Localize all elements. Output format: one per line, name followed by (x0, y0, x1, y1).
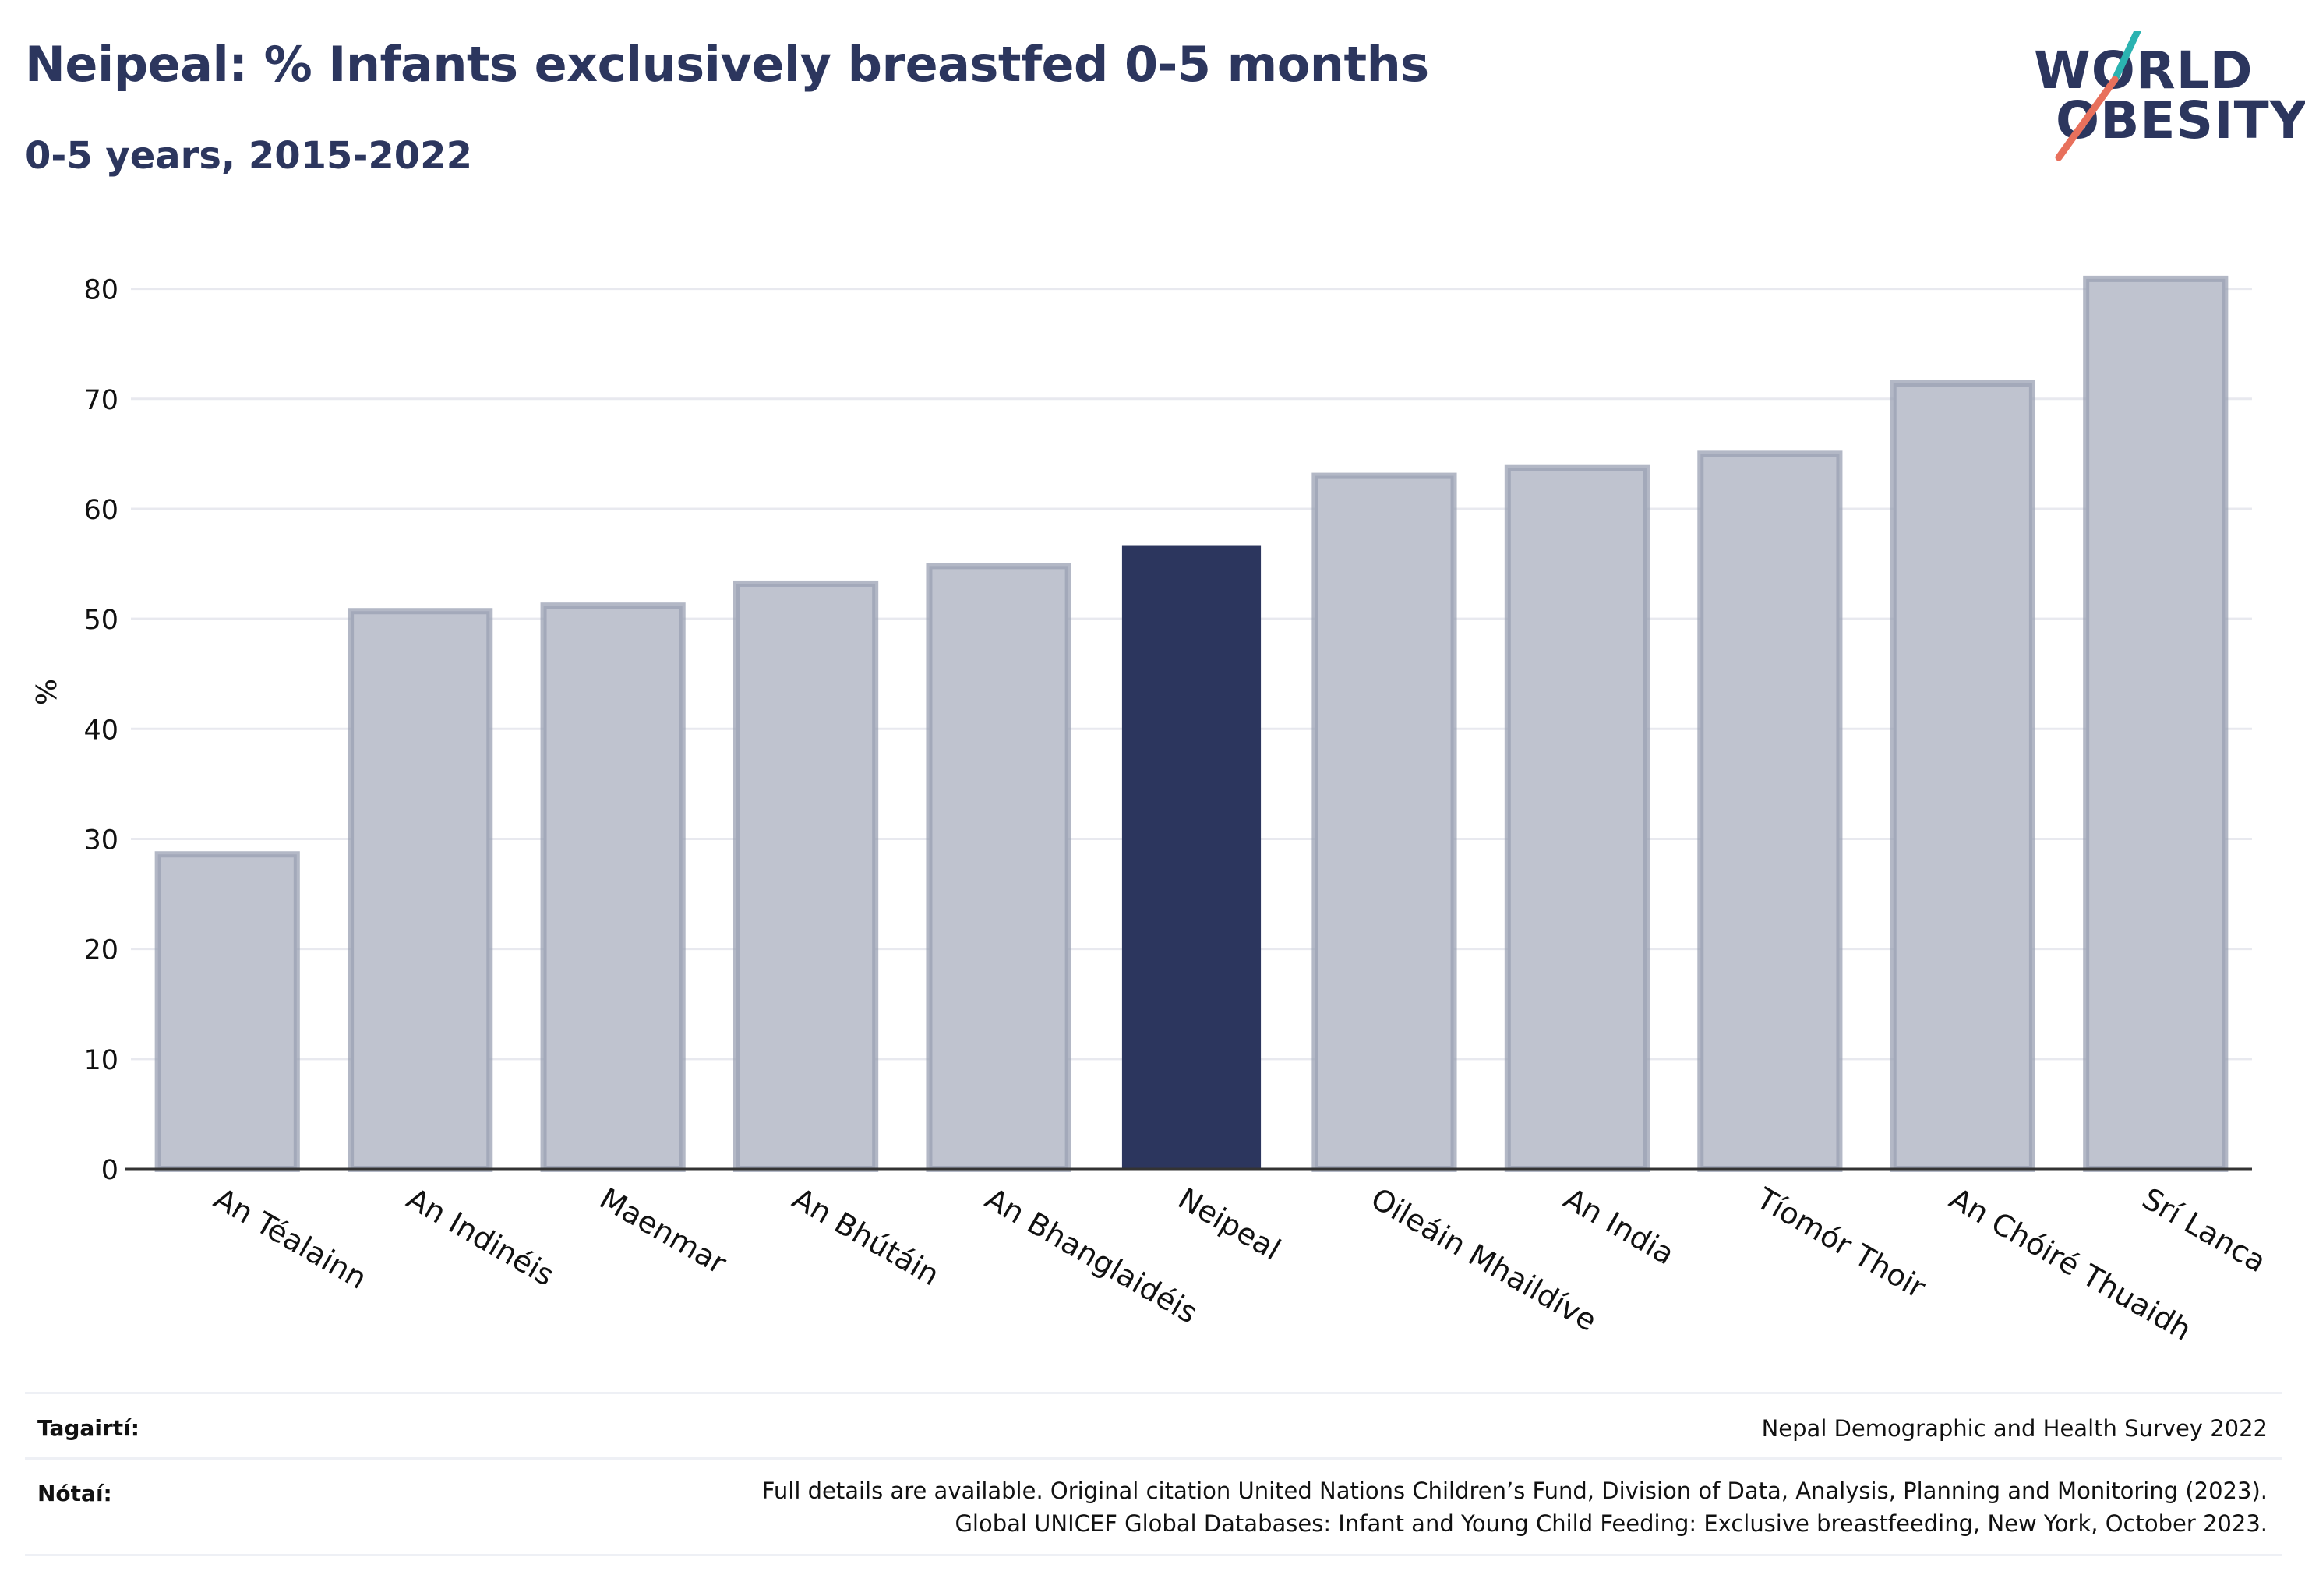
bar-2 (540, 602, 686, 1172)
logo-slash-coral (2055, 76, 2119, 161)
logo-line-1: WORLD (2034, 41, 2254, 101)
x-tick-label: An Téalainn (208, 1181, 372, 1296)
bar-8 (1697, 450, 1843, 1172)
footer-divider-top (25, 1392, 2282, 1394)
bar-6 (1311, 472, 1457, 1172)
y-tick-label: 70 (83, 385, 118, 416)
bar-5 (1121, 545, 1262, 1169)
sources-text: Nepal Demographic and Health Survey 2022 (1761, 1415, 2268, 1442)
bar-10 (2083, 275, 2229, 1173)
y-tick-label: 60 (83, 495, 118, 526)
bar-9 (1890, 380, 2035, 1172)
notes-text: Full details are available. Original cit… (762, 1474, 2268, 1540)
x-tick-label: Tíomór Thoir (1750, 1181, 1932, 1305)
notes-label: Nótaí: (37, 1481, 112, 1506)
bar-7 (1504, 464, 1650, 1172)
notes-line-1: Full details are available. Original cit… (761, 1478, 2268, 1504)
x-tick-label: Srí Lanca (2137, 1181, 2272, 1280)
bar-1 (348, 608, 493, 1172)
world-obesity-logo: WORLD OBESITY (2034, 31, 2305, 164)
y-tick-label: 30 (83, 824, 118, 856)
y-tick-label: 0 (101, 1155, 118, 1186)
footer-divider-bottom (25, 1554, 2282, 1556)
chart-title: Neipeal: % Infants exclusively breastfed… (25, 36, 1429, 93)
sources-label: Tagairtí: (37, 1415, 139, 1441)
logo-slash-icon (2055, 31, 2141, 161)
x-tick-label: An Bhútáin (787, 1181, 945, 1293)
logo-slash-teal (2111, 31, 2141, 83)
notes-line-2: Global UNICEF Global Databases: Infant a… (955, 1510, 2268, 1537)
x-tick-label: Neipeal (1173, 1181, 1287, 1267)
bar-chart: 0 10 20 30 40 50 60 70 80 An Téalainn An Indinéis M… (31, 275, 2272, 1347)
x-tick-label: An Bhanglaidéis (980, 1181, 1203, 1330)
y-tick-label: 10 (83, 1045, 118, 1076)
bar-4 (926, 563, 1071, 1172)
bars-layer (154, 275, 2229, 1173)
y-tick-label: 50 (83, 605, 118, 636)
x-tick-label: Maenmar (594, 1181, 732, 1281)
footer-divider-middle (25, 1457, 2282, 1460)
x-tick-label: An India (1558, 1181, 1680, 1272)
x-tick-label: An Indinéis (401, 1181, 560, 1293)
bar-0 (154, 851, 300, 1173)
y-tick-label: 40 (83, 715, 118, 746)
bar-3 (733, 580, 879, 1172)
y-tick-label: 80 (83, 275, 118, 306)
chart-subtitle: 0-5 years, 2015-2022 (25, 134, 472, 178)
y-axis-label: % (31, 679, 63, 705)
y-tick-label: 20 (83, 935, 118, 966)
